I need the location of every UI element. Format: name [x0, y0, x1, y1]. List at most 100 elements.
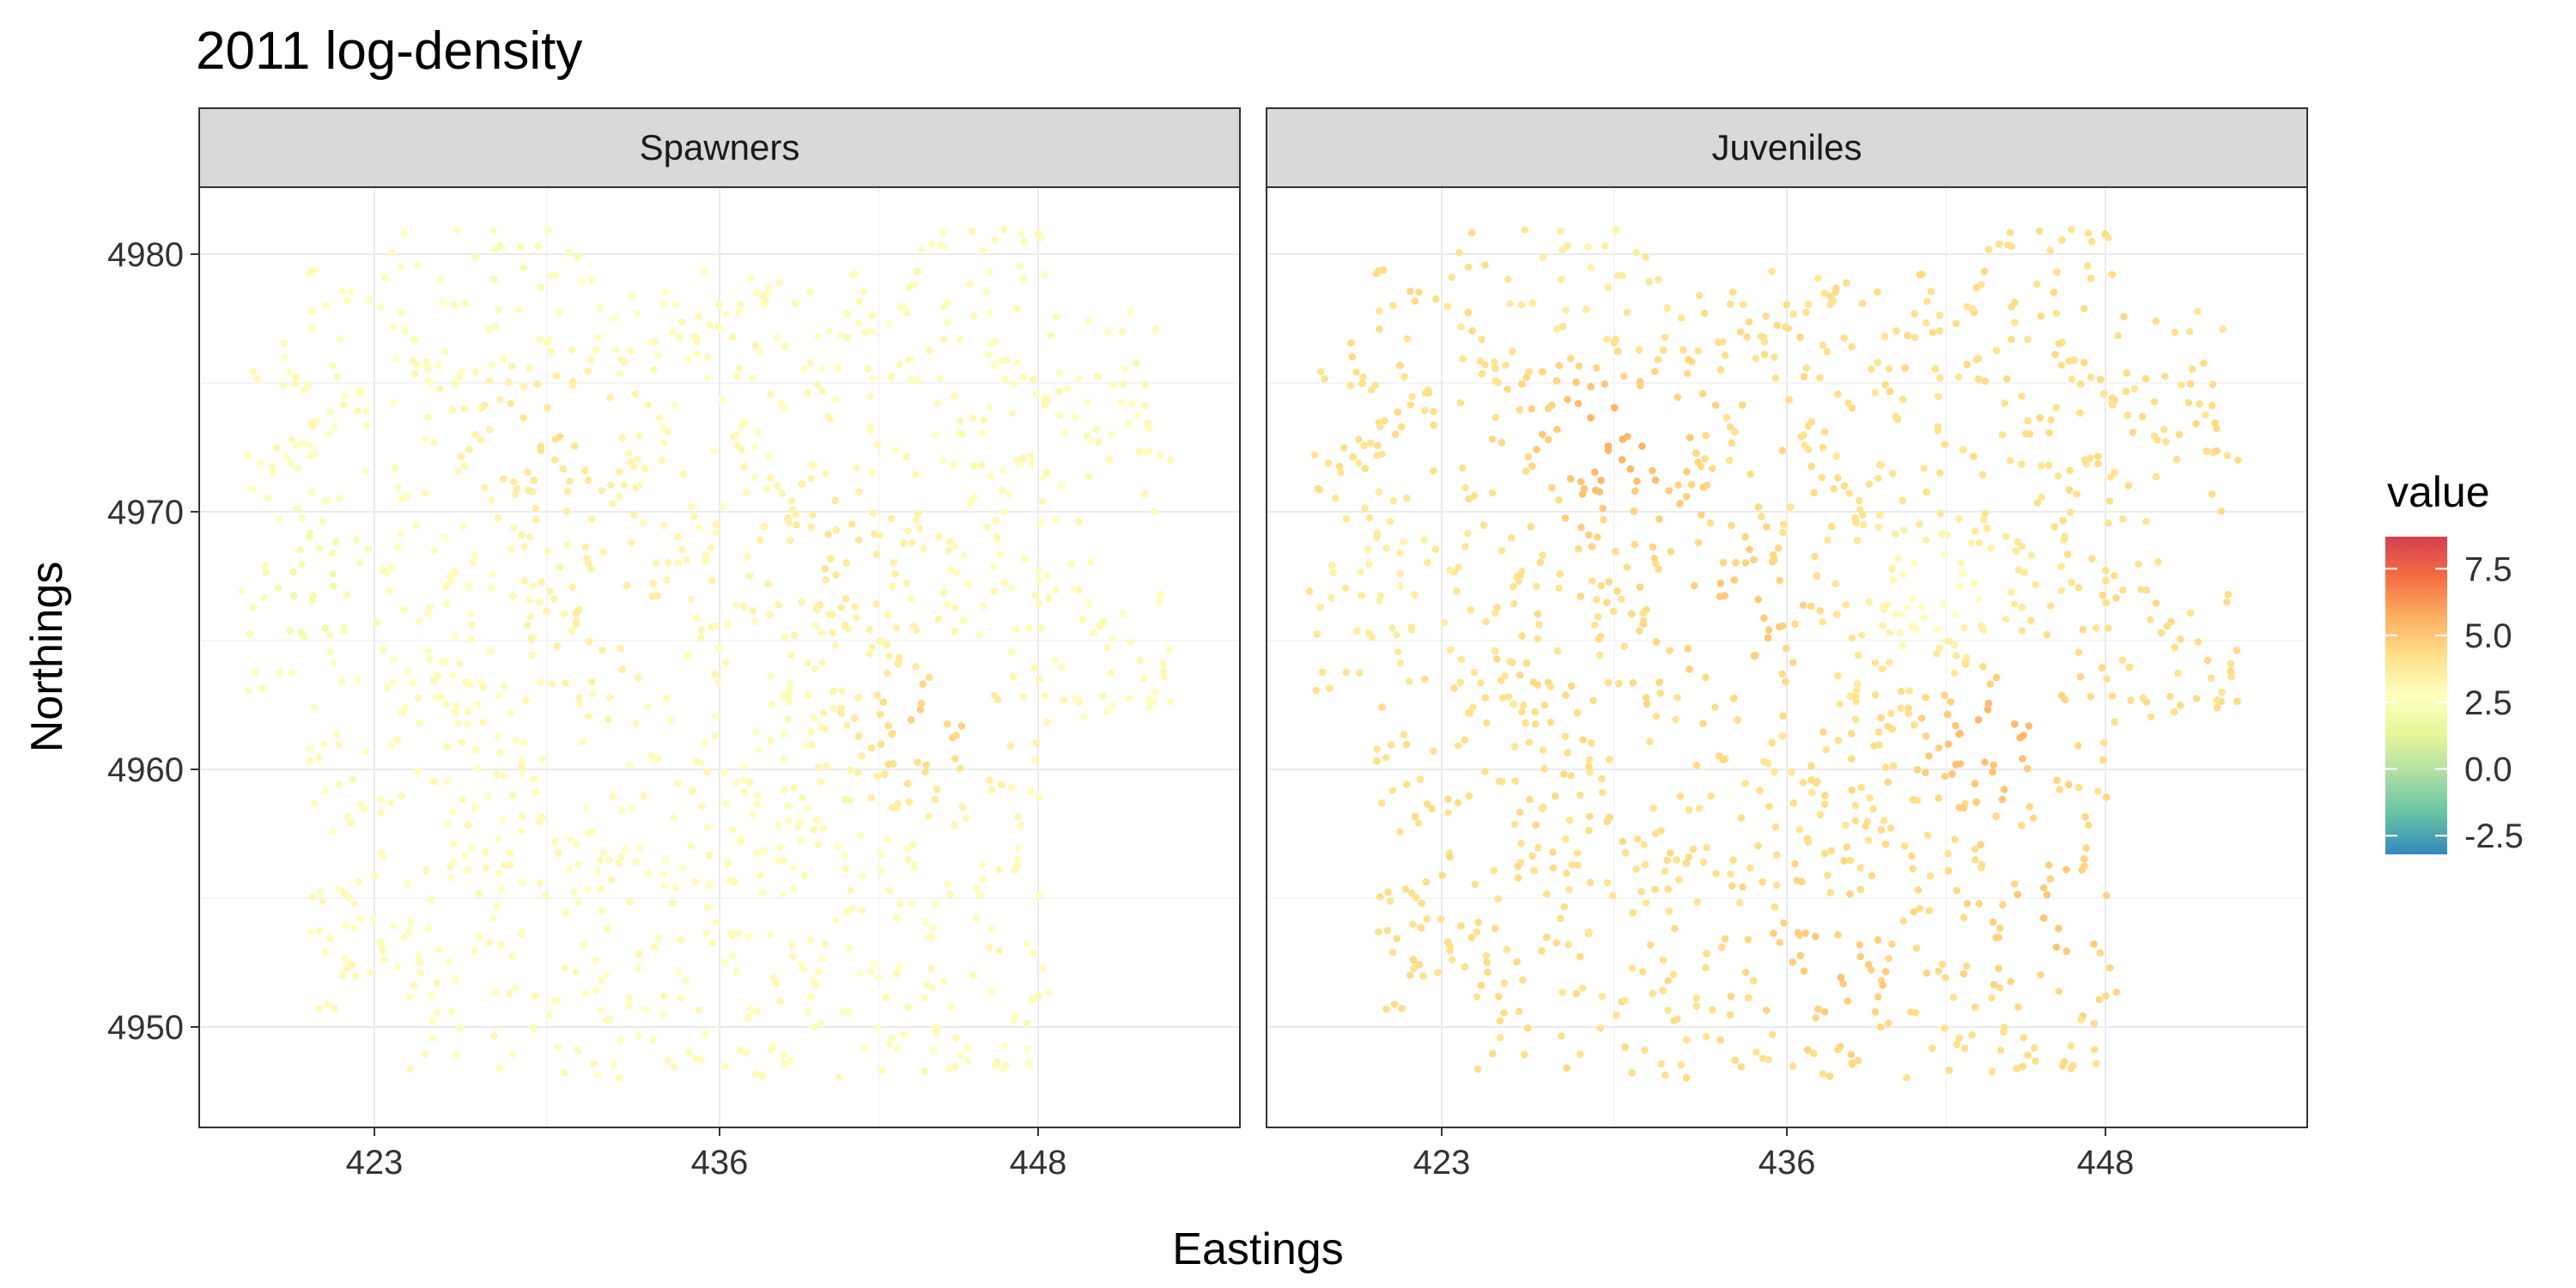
data-point	[458, 368, 466, 376]
data-point	[786, 537, 794, 544]
data-point	[1782, 677, 1789, 686]
data-point	[2153, 436, 2161, 444]
data-point	[2227, 672, 2235, 681]
data-point	[1664, 1006, 1672, 1014]
data-point	[262, 568, 270, 577]
data-point	[2105, 963, 2114, 972]
data-point	[498, 885, 506, 894]
data-point	[1157, 591, 1165, 598]
data-point	[1107, 669, 1115, 677]
data-point	[563, 487, 572, 495]
data-point	[1931, 365, 1940, 373]
data-point	[317, 888, 325, 896]
data-point	[1804, 422, 1813, 430]
data-point	[1601, 380, 1609, 388]
data-point	[1856, 864, 1864, 872]
data-point	[2108, 270, 2116, 278]
data-point	[1800, 373, 1808, 380]
data-point	[2163, 623, 2172, 630]
data-point	[933, 399, 941, 407]
data-point	[472, 803, 480, 811]
data-point	[383, 684, 391, 692]
data-point	[1482, 951, 1490, 960]
data-point	[1019, 374, 1028, 381]
data-point	[1832, 452, 1840, 460]
data-point	[579, 941, 587, 949]
data-point	[1159, 667, 1167, 675]
data-point	[2026, 430, 2034, 439]
x-tick-label: 436	[1759, 1144, 1816, 1182]
data-point	[627, 538, 635, 547]
data-point	[1494, 379, 1502, 386]
data-point	[1013, 305, 1021, 313]
data-point	[649, 1036, 657, 1044]
data-point	[1594, 613, 1602, 621]
data-point	[607, 876, 616, 884]
data-point	[426, 604, 434, 611]
data-point	[1809, 1049, 1818, 1057]
data-point	[951, 1062, 959, 1071]
data-point	[1819, 617, 1826, 626]
data-point	[861, 1044, 869, 1052]
data-point	[695, 1006, 703, 1014]
data-point	[1836, 700, 1844, 708]
data-point	[2038, 493, 2045, 501]
data-point	[1683, 369, 1692, 378]
data-point	[280, 339, 288, 347]
data-point	[2075, 783, 2083, 792]
data-point	[1996, 924, 2004, 933]
data-point	[1749, 976, 1758, 985]
data-point	[713, 919, 720, 927]
data-point	[257, 459, 265, 467]
data-point	[2014, 890, 2021, 898]
data-point	[1406, 401, 1414, 409]
data-point	[767, 474, 775, 482]
data-point	[822, 470, 829, 477]
data-point	[2026, 803, 2033, 811]
data-point	[1593, 364, 1601, 372]
data-point	[1635, 627, 1643, 635]
data-point	[737, 422, 745, 430]
data-point	[1510, 820, 1519, 829]
data-point	[570, 887, 578, 896]
data-point	[1791, 620, 1799, 629]
data-point	[735, 308, 743, 317]
data-point	[329, 659, 337, 667]
data-point	[1355, 435, 1363, 444]
data-point	[1056, 411, 1065, 419]
data-point	[394, 543, 402, 550]
data-point	[1915, 520, 1923, 528]
data-point	[2023, 764, 2032, 773]
data-point	[1865, 480, 1874, 489]
data-point	[1145, 703, 1154, 712]
data-point	[1523, 1024, 1532, 1032]
data-point	[1935, 644, 1944, 652]
data-point	[1043, 718, 1051, 726]
data-point	[731, 878, 738, 886]
data-point	[916, 706, 925, 714]
data-point	[437, 693, 446, 701]
data-point	[746, 778, 754, 786]
data-point	[2094, 459, 2102, 468]
data-point	[2120, 313, 2128, 321]
data-point	[884, 761, 892, 769]
data-point	[679, 470, 687, 478]
data-point	[1996, 984, 2004, 992]
data-point	[933, 1028, 940, 1036]
data-point	[1652, 712, 1660, 720]
data-point	[1378, 703, 1386, 711]
data-point	[275, 668, 283, 677]
data-point	[939, 228, 947, 237]
data-point	[554, 1043, 562, 1051]
data-point	[2047, 416, 2055, 424]
data-point	[1165, 647, 1174, 654]
data-point	[1637, 887, 1645, 896]
data-point	[582, 805, 590, 812]
data-point	[1014, 812, 1022, 821]
data-point	[1388, 948, 1397, 957]
data-point	[1716, 592, 1724, 600]
data-point	[329, 828, 337, 835]
data-point	[701, 1030, 709, 1039]
data-point	[650, 943, 659, 951]
data-point	[1481, 694, 1490, 702]
